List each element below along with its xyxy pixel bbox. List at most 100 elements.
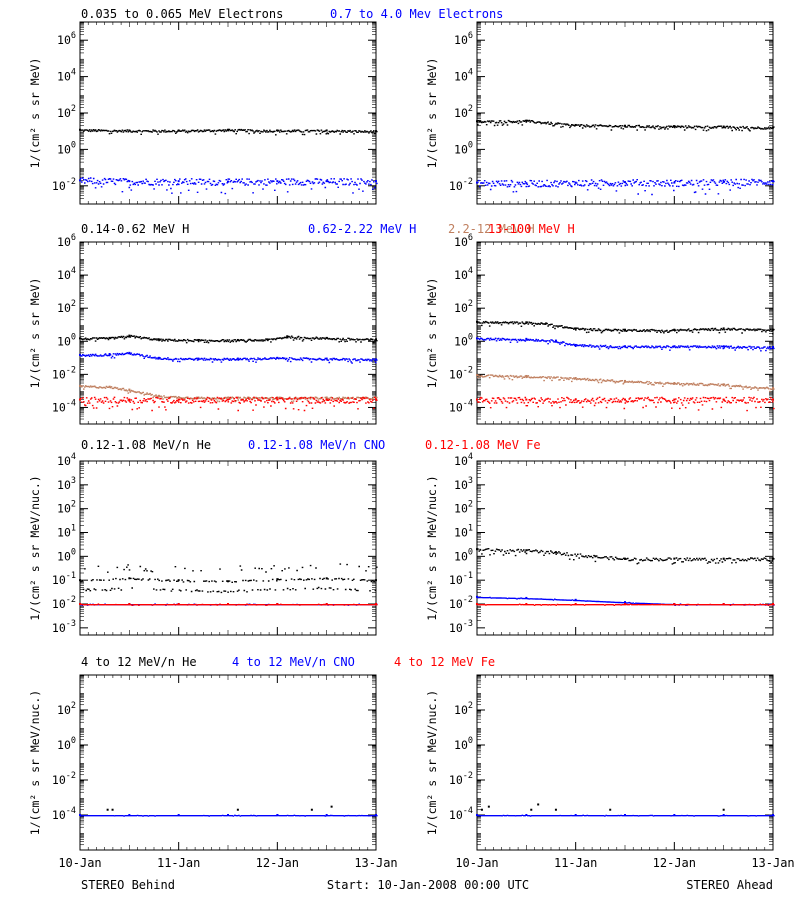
data-point bbox=[330, 805, 333, 808]
row-legend-headers: 0.035 to 0.065 MeV Electrons 0.7 to 4.0 M… bbox=[81, 7, 575, 669]
series-dense-trace bbox=[477, 337, 775, 352]
data-point bbox=[480, 808, 483, 811]
data-point bbox=[574, 327, 577, 330]
data-point bbox=[375, 579, 377, 582]
data-point bbox=[177, 398, 180, 401]
legend-entry-ions-high-0: 4 to 12 MeV/n He bbox=[81, 655, 197, 669]
series-dense-trace bbox=[80, 814, 378, 817]
legend-entry-ions-low-1: 0.12-1.08 MeV/n CNO bbox=[248, 438, 385, 452]
legend-entry-protons-1: 0.62-2.22 MeV H bbox=[308, 222, 416, 236]
series-dense-trace bbox=[477, 396, 775, 412]
dense-points bbox=[80, 563, 378, 594]
series-electrons-behind-0 bbox=[79, 128, 378, 136]
data-point bbox=[673, 398, 676, 401]
x-tick-label: 13-Jan bbox=[354, 856, 397, 870]
dense-points bbox=[477, 548, 775, 565]
data-point bbox=[537, 803, 540, 806]
y-tick-label: 103 bbox=[454, 476, 473, 492]
data-point bbox=[177, 180, 180, 183]
y-axis-label: 1/(cm² s sr MeV) bbox=[28, 58, 42, 169]
y-tick-label: 101 bbox=[57, 524, 76, 540]
legend-entry-ions-low-0: 0.12-1.08 MeV/n He bbox=[81, 438, 211, 452]
y-tick-label: 102 bbox=[57, 701, 76, 717]
dense-points bbox=[80, 396, 378, 412]
x-tick-label: 10-Jan bbox=[58, 856, 101, 870]
y-tick-label: 10-4 bbox=[449, 398, 473, 414]
data-point bbox=[177, 579, 180, 582]
y-axis-label: 1/(cm² s sr MeV/nuc.) bbox=[425, 475, 439, 620]
y-tick-label: 104 bbox=[57, 266, 76, 282]
plot-frame bbox=[79, 674, 377, 851]
dense-points bbox=[80, 128, 378, 136]
data-point bbox=[525, 182, 528, 185]
data-point bbox=[157, 356, 160, 359]
data-point bbox=[476, 320, 478, 323]
dense-points bbox=[477, 596, 775, 606]
y-tick-label: 10-4 bbox=[52, 398, 76, 414]
y-tick-label: 106 bbox=[454, 31, 473, 47]
series-dense-trace bbox=[80, 603, 378, 606]
data-point bbox=[310, 808, 313, 811]
y-axis-label: 1/(cm² s sr MeV) bbox=[28, 278, 42, 389]
footer-right-label: STEREO Ahead bbox=[686, 878, 773, 892]
y-tick-label: 10-1 bbox=[449, 571, 473, 587]
data-point bbox=[227, 580, 229, 583]
y-axis-label: 1/(cm² s sr MeV/nuc.) bbox=[28, 690, 42, 835]
y-tick-label: 102 bbox=[454, 104, 473, 120]
data-point bbox=[157, 338, 160, 341]
data-point bbox=[111, 808, 114, 811]
y-tick-label: 100 bbox=[454, 736, 473, 752]
series-ions-low-behind-0 bbox=[79, 563, 378, 594]
data-point bbox=[197, 357, 200, 360]
figure-footer: STEREO Behind Start: 10-Jan-2008 00:00 U… bbox=[81, 878, 773, 892]
y-tick-label: 100 bbox=[454, 547, 473, 563]
data-point bbox=[609, 808, 612, 811]
data-point bbox=[673, 181, 676, 184]
y-tick-label: 10-2 bbox=[449, 771, 473, 787]
y-tick-label: 100 bbox=[57, 736, 76, 752]
series-ions-high-ahead-0 bbox=[480, 803, 725, 811]
x-tick-label: 11-Jan bbox=[157, 856, 200, 870]
data-point bbox=[673, 382, 676, 385]
data-point bbox=[286, 335, 289, 338]
data-point bbox=[128, 577, 131, 580]
x-tick-label: 12-Jan bbox=[256, 856, 299, 870]
y-tick-label: 104 bbox=[454, 452, 473, 468]
plot-frame bbox=[79, 21, 377, 205]
y-axis-label: 1/(cm² s sr MeV) bbox=[425, 278, 439, 389]
footer-left-label: STEREO Behind bbox=[81, 878, 175, 892]
dense-points bbox=[80, 177, 378, 195]
dense-points bbox=[477, 814, 775, 817]
plot-frame bbox=[79, 460, 377, 636]
y-tick-label: 102 bbox=[454, 500, 473, 516]
series-dense-trace bbox=[477, 603, 775, 606]
series-dense-trace bbox=[80, 334, 378, 344]
dense-points bbox=[477, 178, 775, 196]
series-protons-behind-3 bbox=[79, 396, 378, 412]
y-tick-label: 100 bbox=[454, 140, 473, 156]
data-point bbox=[79, 179, 81, 182]
data-point bbox=[554, 339, 557, 342]
data-point bbox=[624, 379, 626, 382]
series-dense-trace bbox=[80, 563, 378, 594]
series-dense-trace bbox=[477, 374, 775, 393]
data-point bbox=[594, 555, 597, 558]
y-axis-label: 1/(cm² s sr MeV) bbox=[425, 58, 439, 169]
series-electrons-ahead-0 bbox=[476, 119, 775, 132]
series-protons-ahead-2 bbox=[476, 374, 775, 393]
y-tick-label: 100 bbox=[454, 332, 473, 348]
panel-protons-ahead: 10-4 10-2 100 102 104 106 1/(cm² s sr MeV) bbox=[425, 233, 775, 425]
data-point bbox=[722, 808, 725, 811]
y-tick-label: 104 bbox=[454, 266, 473, 282]
series-dense-trace bbox=[477, 178, 775, 196]
dense-points bbox=[477, 119, 775, 132]
series-dense-trace bbox=[477, 320, 775, 335]
plot-frame bbox=[79, 241, 377, 425]
data-point bbox=[236, 808, 239, 811]
y-tick-label: 102 bbox=[454, 701, 473, 717]
dense-points bbox=[477, 337, 775, 352]
series-keypoints bbox=[480, 803, 725, 811]
plot-frame bbox=[476, 21, 774, 205]
y-tick-label: 10-2 bbox=[449, 177, 473, 193]
series-electrons-behind-1 bbox=[79, 177, 378, 195]
